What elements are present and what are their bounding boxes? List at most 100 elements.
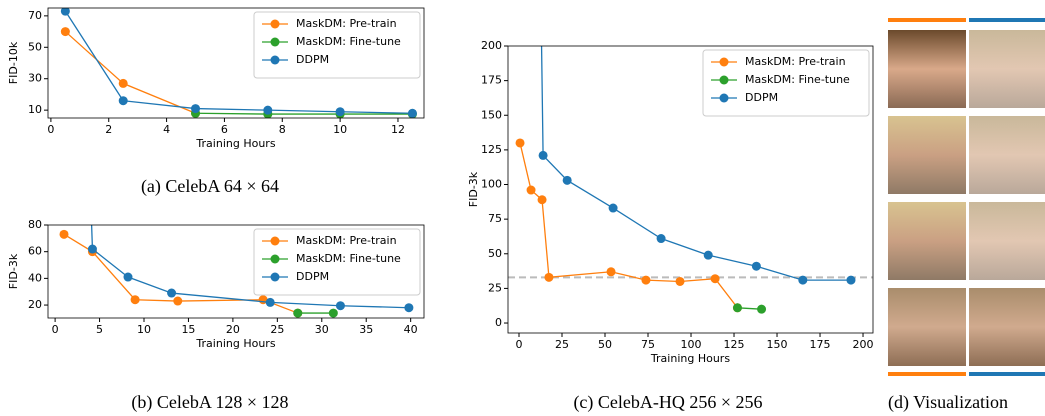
data-point xyxy=(59,229,69,239)
legend: MaskDM: Pre-train MaskDM: Fine-tune DDPM xyxy=(702,49,870,117)
x-tick-label: 175 xyxy=(810,338,831,351)
x-tick-label: 0 xyxy=(52,323,59,336)
plot-area xyxy=(60,8,417,118)
x-tick-label: 100 xyxy=(681,338,702,351)
data-point xyxy=(85,167,94,176)
y-tick-label: 20 xyxy=(28,298,42,311)
color-bar xyxy=(888,18,966,22)
x-tick-label: 25 xyxy=(270,323,284,336)
data-point xyxy=(656,234,666,244)
series-line xyxy=(195,112,413,115)
data-point xyxy=(537,195,547,205)
color-bar xyxy=(888,372,966,376)
y-tick-label: 50 xyxy=(28,40,42,53)
axes-frame xyxy=(47,224,425,319)
color-bar xyxy=(969,372,1045,376)
axes-frame xyxy=(507,45,874,334)
legend-frame xyxy=(253,11,421,79)
legend-label: MaskDM: Pre-train xyxy=(296,17,397,30)
data-point xyxy=(757,304,767,314)
x-tick-label: 200 xyxy=(853,338,874,351)
y-axis-label: FID-3k xyxy=(7,253,20,289)
data-point xyxy=(751,261,761,271)
data-point xyxy=(846,275,856,285)
x-tick-label: 0 xyxy=(516,338,523,351)
legend-label: MaskDM: Pre-train xyxy=(745,55,846,68)
y-tick-label: 75 xyxy=(488,212,502,225)
data-point xyxy=(544,272,554,282)
data-point xyxy=(538,150,548,160)
legend-label: DDPM xyxy=(745,91,778,104)
legend-marker xyxy=(719,75,729,85)
x-tick-label: 125 xyxy=(724,338,745,351)
legend-marker xyxy=(270,37,280,47)
data-point xyxy=(562,175,572,185)
legend: MaskDM: Pre-train MaskDM: Fine-tune DDPM xyxy=(253,228,421,296)
chart: 0 5 10 15 20 25 30 35 40 20 40 60 80 Training Hours FI… xyxy=(7,167,425,413)
legend-label: MaskDM: Fine-tune xyxy=(296,252,401,265)
caption: (c) CelebA-HQ 256 × 256 xyxy=(573,392,762,413)
legend-label: DDPM xyxy=(296,270,329,283)
y-tick-label: 40 xyxy=(28,271,42,284)
data-point xyxy=(328,308,338,318)
face-image xyxy=(888,30,966,108)
y-tick-label: 200 xyxy=(481,39,502,52)
y-tick-label: 175 xyxy=(481,74,502,87)
legend-marker xyxy=(270,19,280,29)
data-point xyxy=(703,250,713,260)
data-point xyxy=(118,78,128,88)
x-tick-label: 50 xyxy=(598,338,612,351)
x-axis-label: Training Hours xyxy=(195,137,275,150)
data-point xyxy=(798,275,808,285)
y-tick-label: 50 xyxy=(488,247,502,260)
x-tick-label: 30 xyxy=(315,323,329,336)
x-tick-label: 40 xyxy=(404,323,418,336)
y-tick-label: 10 xyxy=(28,103,42,116)
data-point xyxy=(87,244,97,254)
x-tick-label: 20 xyxy=(226,323,240,336)
series-line xyxy=(540,46,851,281)
plot-area xyxy=(508,46,873,314)
plot-area xyxy=(59,167,414,318)
face-image xyxy=(888,116,966,194)
x-tick-label: 6 xyxy=(221,123,228,136)
x-tick-label: 35 xyxy=(359,323,373,336)
legend-label: MaskDM: Fine-tune xyxy=(296,35,401,48)
data-point xyxy=(606,267,616,277)
legend-frame xyxy=(702,49,870,117)
data-point xyxy=(167,288,177,298)
data-point xyxy=(123,272,133,282)
face-image xyxy=(969,288,1045,366)
y-tick-label: 60 xyxy=(28,245,42,258)
x-axis-label: Training Hours xyxy=(195,337,275,350)
face-image xyxy=(969,116,1045,194)
y-axis-label: FID-3k xyxy=(467,171,480,207)
color-bar xyxy=(969,18,1045,22)
y-axis-label: FID-10k xyxy=(7,41,20,84)
data-point xyxy=(608,203,618,213)
x-tick-label: 4 xyxy=(163,123,170,136)
y-tick-label: 30 xyxy=(28,72,42,85)
visualization-panel: (d) Visualization xyxy=(888,18,1045,413)
legend-marker xyxy=(270,55,280,65)
x-tick-label: 8 xyxy=(279,123,286,136)
data-point xyxy=(710,274,720,284)
legend: MaskDM: Pre-train MaskDM: Fine-tune DDPM xyxy=(253,11,421,79)
caption: (a) CelebA 64 × 64 xyxy=(141,176,279,197)
data-point xyxy=(130,295,140,305)
x-tick-label: 0 xyxy=(47,123,54,136)
caption: (d) Visualization xyxy=(888,392,1008,413)
axes-frame xyxy=(47,7,425,119)
y-tick-label: 25 xyxy=(488,281,502,294)
x-tick-label: 10 xyxy=(333,123,347,136)
x-tick-label: 10 xyxy=(137,323,151,336)
x-tick-label: 25 xyxy=(555,338,569,351)
face-image xyxy=(969,30,1045,108)
legend-marker xyxy=(270,272,280,282)
y-tick-label: 70 xyxy=(28,9,42,22)
y-tick-label: 0 xyxy=(495,316,502,329)
legend-marker xyxy=(270,236,280,246)
data-point xyxy=(60,8,70,16)
series-line xyxy=(64,10,413,114)
